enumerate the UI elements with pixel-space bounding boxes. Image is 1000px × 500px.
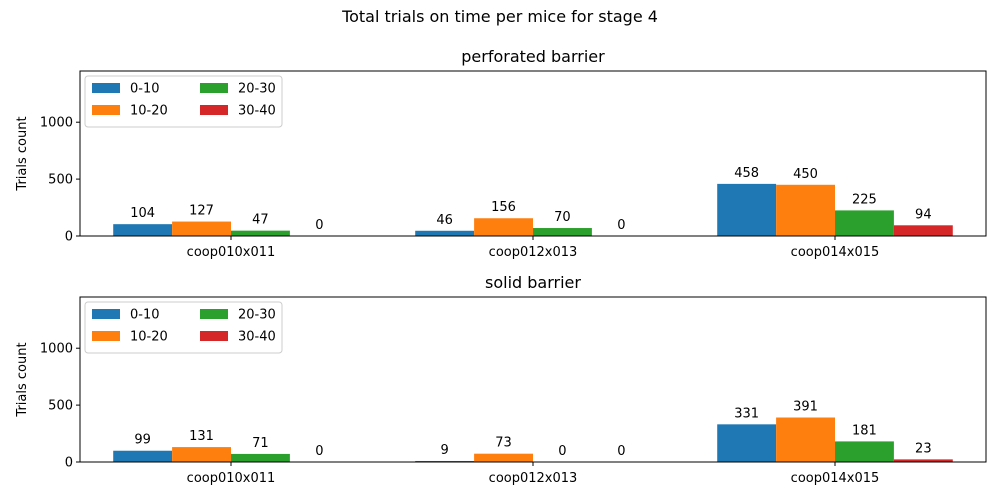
legend-swatch xyxy=(200,309,228,319)
subplot-1: 104 46 458 127 156 450 47 70 225 0 0 94 0 500 1000 coop… xyxy=(15,47,987,260)
x-tick-label: coop012x013 xyxy=(489,471,578,486)
data-label: 331 xyxy=(734,406,759,421)
legend-label: 30-40 xyxy=(238,330,276,345)
figure-title: Total trials on time per mice for stage … xyxy=(342,7,658,26)
bar xyxy=(172,221,231,236)
legend-label: 10-20 xyxy=(130,104,168,119)
bar xyxy=(717,183,777,236)
y-tick-label: 1000 xyxy=(40,116,73,131)
data-label: 0 xyxy=(617,218,625,233)
subplot-title: perforated barrier xyxy=(461,47,605,66)
bar xyxy=(893,459,953,462)
x-tick-label: coop012x013 xyxy=(489,245,578,260)
x-tick-label: coop010x011 xyxy=(187,471,276,486)
data-label: 391 xyxy=(793,400,818,415)
legend-box xyxy=(84,301,283,354)
bar xyxy=(893,225,953,236)
legend-label: 20-30 xyxy=(238,82,276,97)
x-tick-label: coop010x011 xyxy=(187,245,276,260)
legend-box xyxy=(84,75,283,128)
y-axis-label: Trials count xyxy=(15,342,30,417)
bar xyxy=(415,460,475,462)
bar xyxy=(835,441,894,462)
data-label: 70 xyxy=(554,210,571,225)
legend-label: 10-20 xyxy=(130,330,168,345)
data-label: 47 xyxy=(252,213,269,228)
data-label: 99 xyxy=(134,433,151,448)
data-label: 127 xyxy=(189,204,214,219)
data-label: 181 xyxy=(852,423,877,438)
legend-swatch xyxy=(200,83,228,93)
data-label: 0 xyxy=(558,444,566,459)
data-label: 23 xyxy=(915,441,932,456)
legend-swatch xyxy=(92,83,120,93)
legend-label: 20-30 xyxy=(238,308,276,323)
y-tick-label: 1000 xyxy=(40,342,73,357)
data-label: 225 xyxy=(852,192,877,207)
bar xyxy=(231,230,290,236)
legend-label: 30-40 xyxy=(238,104,276,119)
bar xyxy=(835,210,894,236)
bar xyxy=(231,453,290,462)
y-axis-label: Trials count xyxy=(15,116,30,191)
y-tick-label: 500 xyxy=(48,399,73,414)
data-label: 0 xyxy=(617,444,625,459)
data-label: 46 xyxy=(436,213,453,228)
data-label: 73 xyxy=(495,436,512,451)
x-tick-label: coop014x015 xyxy=(791,471,880,486)
legend-label: 0-10 xyxy=(130,82,160,97)
data-label: 450 xyxy=(793,167,818,182)
bar xyxy=(533,228,592,236)
bar xyxy=(474,218,533,236)
data-label: 458 xyxy=(734,166,759,181)
y-tick-label: 0 xyxy=(65,230,73,245)
y-tick-label: 500 xyxy=(48,173,73,188)
legend-swatch xyxy=(92,331,120,341)
bar xyxy=(776,184,835,236)
bar xyxy=(717,424,777,462)
data-label: 156 xyxy=(491,200,516,215)
legend-swatch xyxy=(200,105,228,115)
data-label: 71 xyxy=(252,436,269,451)
bar xyxy=(776,417,835,462)
legend-swatch xyxy=(92,309,120,319)
data-label: 131 xyxy=(189,429,214,444)
y-tick-label: 0 xyxy=(65,456,73,471)
legend-swatch xyxy=(200,331,228,341)
data-label: 9 xyxy=(441,443,449,458)
data-label: 0 xyxy=(315,444,323,459)
bar xyxy=(415,230,475,236)
bar xyxy=(113,450,173,462)
data-label: 0 xyxy=(315,218,323,233)
bar xyxy=(113,224,173,236)
data-label: 104 xyxy=(130,206,155,221)
bar xyxy=(172,447,231,462)
subplot-title: solid barrier xyxy=(485,273,581,292)
data-label: 94 xyxy=(915,207,932,222)
legend-swatch xyxy=(92,105,120,115)
bar xyxy=(474,453,533,462)
x-tick-label: coop014x015 xyxy=(791,245,880,260)
legend-label: 0-10 xyxy=(130,308,160,323)
